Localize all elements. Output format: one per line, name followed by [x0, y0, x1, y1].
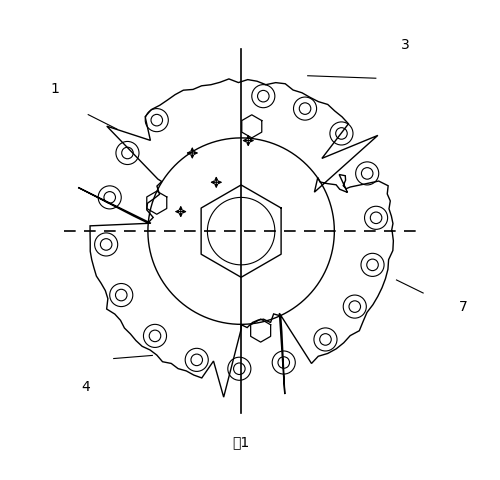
Text: 3: 3 [401, 37, 410, 52]
Text: 1: 1 [50, 82, 59, 96]
Text: 图1: 图1 [232, 435, 250, 449]
Text: 4: 4 [82, 380, 90, 394]
Text: 7: 7 [458, 300, 468, 313]
